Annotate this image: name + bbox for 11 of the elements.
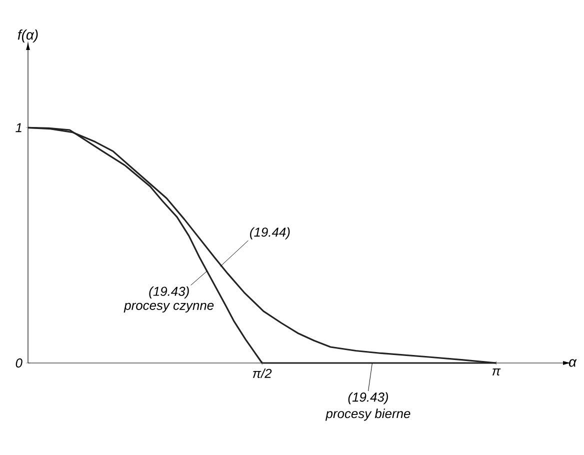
annotation: (19.43) [149, 286, 189, 298]
y-axis-title: f(α) [18, 29, 38, 42]
y-tick-label: 0 [16, 358, 22, 368]
x-axis-title: α [569, 359, 577, 367]
text: procesy bierne [325, 408, 410, 421]
annotation: (19.44) [250, 227, 290, 240]
x-tick-label: π [492, 368, 501, 376]
annotation: (19.43) [348, 392, 388, 404]
annotation: procesy czynne [124, 302, 214, 313]
y-tick-label: 1 [16, 123, 22, 132]
x-tick-label: π/2 [252, 368, 272, 378]
